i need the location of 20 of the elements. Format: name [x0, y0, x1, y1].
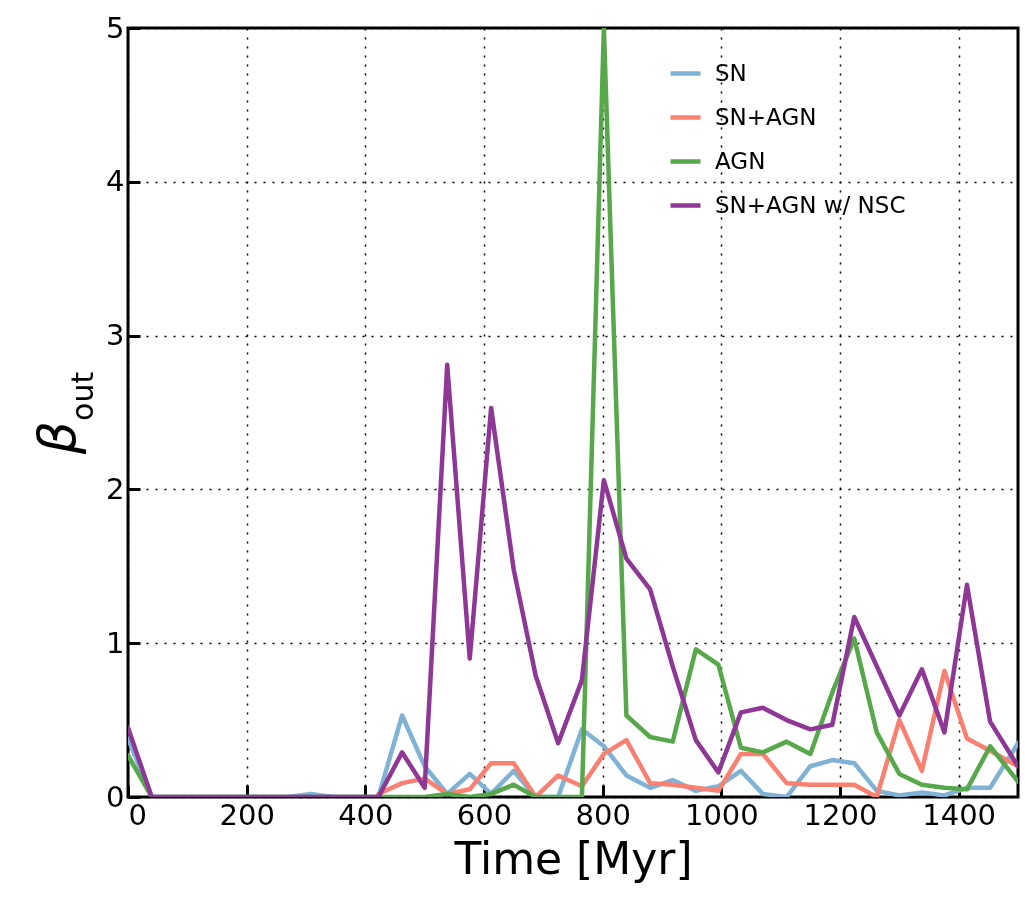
legend-label: AGN	[715, 147, 766, 174]
legend-label: SN+AGN w/ NSC	[715, 191, 906, 218]
x-tick-label: 200	[219, 797, 275, 832]
x-tick-label: 0	[128, 797, 147, 832]
x-axis-title: Time [Myr]	[453, 832, 693, 884]
y-tick-label: 3	[106, 318, 125, 353]
x-tick-label: 400	[338, 797, 394, 832]
y-tick-label: 1	[106, 625, 125, 660]
y-tick-label: 4	[106, 164, 125, 199]
line-series	[128, 28, 1018, 797]
y-tick-label: 5	[106, 10, 125, 45]
x-tick-label: 1000	[684, 797, 759, 832]
x-tick-label: 1200	[803, 797, 878, 832]
legend-label: SN	[715, 59, 747, 86]
line-series	[376, 668, 1018, 797]
x-tick-label: 800	[575, 797, 631, 832]
x-tick-label: 600	[456, 797, 513, 832]
legend-label: SN+AGN	[715, 103, 817, 130]
y-tick-label: 2	[106, 471, 125, 506]
x-tick-label: 1400	[922, 797, 997, 832]
